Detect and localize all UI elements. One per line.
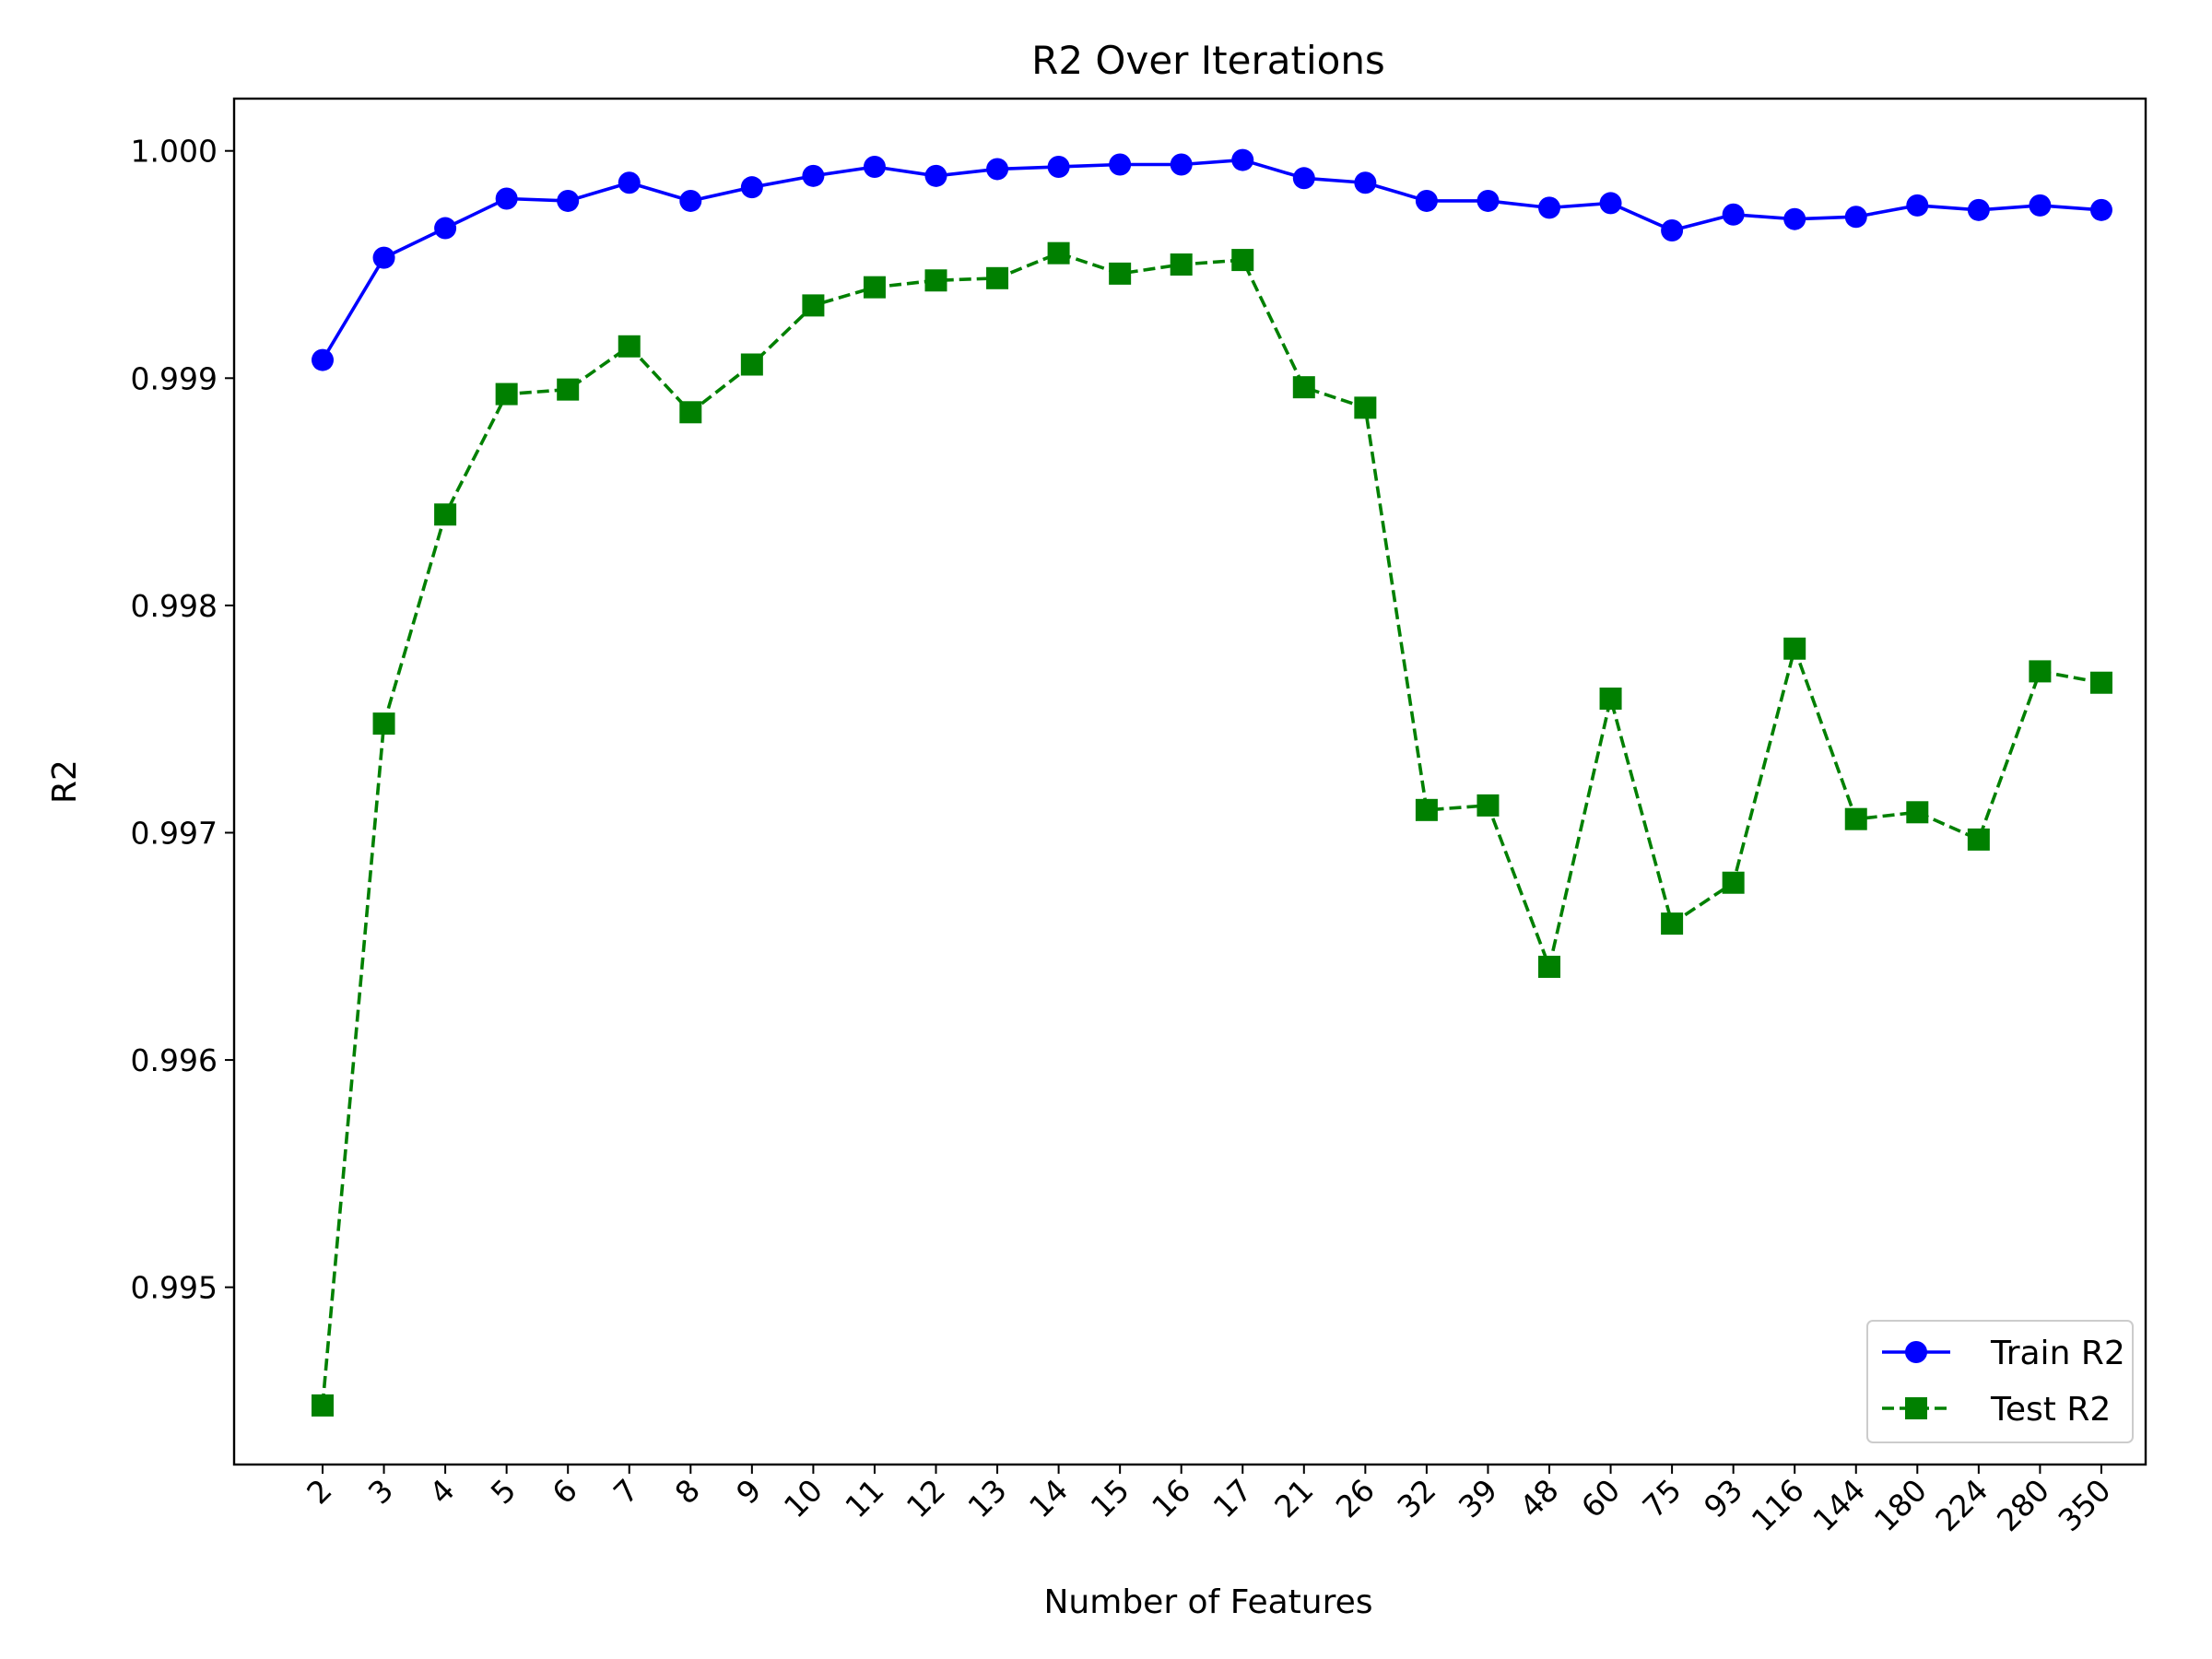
data-point-train-r2 [679,189,702,212]
data-point-test-r2 [1415,798,1438,821]
data-point-train-r2 [802,164,825,187]
data-point-test-r2 [1722,871,1745,894]
data-point-train-r2 [924,164,947,187]
plot-frame [232,97,2147,1466]
data-point-test-r2 [2089,671,2112,694]
data-point-train-r2 [372,246,395,269]
data-point-test-r2 [1661,912,1684,935]
data-point-train-r2 [312,348,334,371]
data-point-train-r2 [1047,155,1070,178]
series-test-r2 [312,241,2112,1417]
data-point-test-r2 [986,266,1009,289]
data-point-train-r2 [1292,167,1315,190]
data-point-train-r2 [1231,148,1254,171]
data-point-test-r2 [312,1394,334,1417]
legend-test-marker [1905,1397,1927,1419]
x-axis-label: Number of Features [1044,1583,1373,1621]
data-point-test-r2 [924,269,947,292]
data-point-test-r2 [1783,637,1806,660]
data-point-train-r2 [1906,194,1929,217]
data-point-test-r2 [1906,801,1929,824]
data-point-train-r2 [618,171,641,194]
chart-title: R2 Over Iterations [1031,38,1385,83]
data-point-test-r2 [802,294,825,317]
data-point-test-r2 [679,401,702,424]
data-point-train-r2 [1844,206,1867,229]
data-point-train-r2 [1415,189,1438,212]
data-point-test-r2 [863,276,886,299]
data-point-train-r2 [740,176,763,199]
data-point-test-r2 [1599,687,1622,710]
data-point-train-r2 [1661,219,1684,242]
data-point-train-r2 [1783,207,1806,230]
data-point-test-r2 [1538,955,1560,978]
data-point-test-r2 [1844,807,1867,830]
data-point-train-r2 [557,189,580,212]
data-point-test-r2 [1047,241,1070,265]
data-point-train-r2 [495,187,518,210]
y-tick-label: 0.997 [131,815,218,851]
data-point-train-r2 [1538,196,1560,219]
y-tick-label: 0.998 [131,588,218,624]
y-tick-label: 0.996 [131,1042,218,1078]
data-point-test-r2 [618,335,641,358]
data-point-test-r2 [1292,376,1315,399]
data-point-test-r2 [2029,660,2052,683]
series-train-r2 [312,148,2112,371]
data-point-test-r2 [1354,396,1377,419]
data-point-test-r2 [1231,249,1254,272]
data-point-test-r2 [1170,253,1193,276]
data-point-train-r2 [1599,192,1622,215]
y-tick-label: 0.999 [131,360,218,396]
y-axis-label: R2 [46,759,84,804]
series-layer [312,148,2112,1417]
data-point-train-r2 [2029,194,2052,217]
y-axis-ticks: 0.995 0.996 0.997 0.998 0.999 1.000 [131,134,234,1306]
data-point-train-r2 [986,158,1009,181]
data-point-test-r2 [557,378,580,401]
data-point-train-r2 [1354,171,1377,194]
y-tick-label: 0.995 [131,1270,218,1306]
data-point-test-r2 [495,382,518,406]
y-tick-label: 1.000 [131,134,218,170]
data-point-test-r2 [434,503,457,526]
data-point-test-r2 [1477,794,1500,817]
data-point-train-r2 [1967,198,1990,221]
data-point-train-r2 [2089,198,2112,221]
data-point-train-r2 [1477,189,1500,212]
data-point-train-r2 [863,155,886,178]
data-point-train-r2 [1109,153,1132,176]
legend: Train R2 Test R2 [1866,1320,2134,1443]
data-point-train-r2 [1722,203,1745,226]
data-point-test-r2 [1967,828,1990,851]
legend-test-label: Test R2 [1990,1391,2111,1429]
data-point-test-r2 [740,353,763,376]
legend-train-label: Train R2 [1990,1335,2125,1372]
data-point-train-r2 [1170,153,1193,176]
data-point-train-r2 [434,217,457,240]
data-point-test-r2 [1109,262,1132,285]
data-point-test-r2 [372,712,395,735]
legend-train-marker [1905,1341,1927,1363]
